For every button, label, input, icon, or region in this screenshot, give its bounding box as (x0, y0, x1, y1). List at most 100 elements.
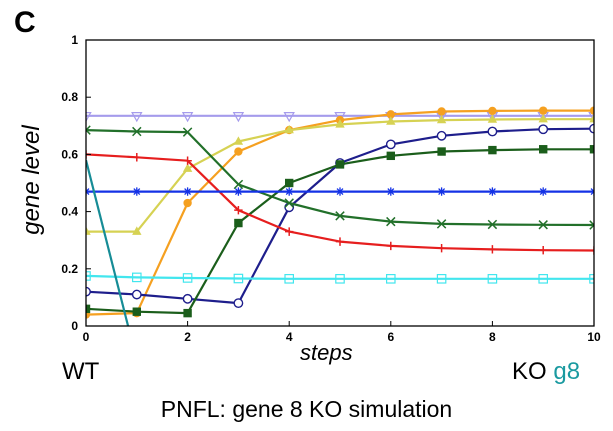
data-point (437, 244, 446, 253)
series-line (86, 159, 130, 326)
data-point (589, 246, 594, 255)
data-point (132, 187, 141, 196)
data-point (436, 219, 447, 229)
data-point (386, 274, 396, 284)
series-4 (86, 125, 594, 230)
data-point (234, 205, 243, 215)
data-point (487, 274, 498, 284)
data-point (488, 145, 497, 155)
series-9 (86, 159, 130, 326)
data-point (436, 274, 447, 284)
data-point (233, 179, 244, 190)
data-point (183, 187, 192, 196)
data-point (86, 125, 91, 135)
x-tick-label: 6 (387, 330, 394, 344)
data-point (539, 106, 548, 115)
series-line (86, 118, 594, 233)
y-tick-label: 0.6 (61, 147, 78, 161)
data-point (539, 145, 548, 154)
data-point (283, 111, 295, 123)
series-8 (86, 271, 594, 284)
data-point (588, 111, 594, 123)
x-tick-label: 0 (83, 330, 90, 344)
data-point (538, 124, 549, 135)
data-point (386, 241, 395, 251)
series-0 (86, 111, 594, 123)
y-tick-label: 1 (71, 33, 78, 47)
data-point (284, 274, 294, 284)
ko-gene: g8 (553, 358, 581, 385)
data-point (488, 245, 497, 254)
series-5 (86, 145, 594, 318)
data-point (132, 126, 142, 137)
y-axis-label-wrap: gene level (2, 120, 62, 240)
data-point (284, 198, 294, 208)
data-point (436, 130, 447, 141)
x-tick-label: 10 (587, 330, 601, 344)
series-layer (86, 106, 594, 326)
data-point (131, 111, 143, 123)
data-point (335, 274, 345, 284)
data-point (487, 126, 498, 137)
data-point (488, 187, 497, 196)
data-point (182, 127, 193, 137)
data-point (335, 237, 345, 246)
data-point (335, 119, 345, 128)
series-line (86, 109, 594, 316)
data-point (386, 110, 395, 119)
data-point (589, 106, 594, 115)
data-point (589, 114, 594, 123)
data-point (437, 187, 446, 196)
series-line (86, 129, 594, 227)
data-point (183, 156, 192, 165)
data-point (233, 273, 244, 284)
data-point (132, 153, 141, 162)
data-point (437, 147, 446, 156)
panel-letter: C (14, 6, 36, 39)
data-point (335, 211, 345, 221)
series-6 (86, 150, 594, 255)
series-line (86, 153, 594, 252)
data-point (386, 216, 396, 227)
series-2 (86, 114, 594, 235)
data-point (132, 307, 141, 316)
data-point (539, 187, 548, 196)
data-point (234, 147, 243, 156)
data-point (86, 304, 91, 314)
y-tick-label: 0.8 (61, 90, 78, 104)
data-point (285, 187, 294, 196)
data-point (284, 124, 294, 134)
data-point (285, 227, 294, 236)
x-axis-label: steps (300, 340, 353, 365)
series-line (86, 274, 594, 280)
data-point (182, 273, 193, 283)
series-line (86, 148, 594, 315)
ko-prefix: KO (512, 358, 554, 385)
data-point (285, 178, 294, 188)
data-point (436, 114, 447, 124)
x-tick-label: 4 (286, 330, 293, 344)
data-point (234, 187, 243, 196)
data-point (538, 274, 548, 284)
data-point (232, 111, 245, 123)
data-point (335, 187, 345, 196)
data-point (386, 187, 395, 196)
data-point (488, 106, 497, 116)
plot-frame (85, 39, 595, 327)
data-point (335, 160, 345, 169)
data-point (182, 293, 193, 304)
data-point (386, 151, 395, 161)
data-point (234, 218, 243, 228)
y-tick-label: 0 (71, 319, 78, 333)
data-point (589, 145, 594, 154)
data-point (86, 226, 91, 235)
data-point (385, 139, 396, 150)
y-axis-label: gene level (18, 125, 45, 235)
wt-label: WT (62, 358, 100, 385)
data-point (539, 246, 548, 255)
series-1 (86, 106, 594, 319)
data-point (86, 111, 92, 123)
data-point (437, 107, 446, 116)
data-point (233, 298, 244, 309)
